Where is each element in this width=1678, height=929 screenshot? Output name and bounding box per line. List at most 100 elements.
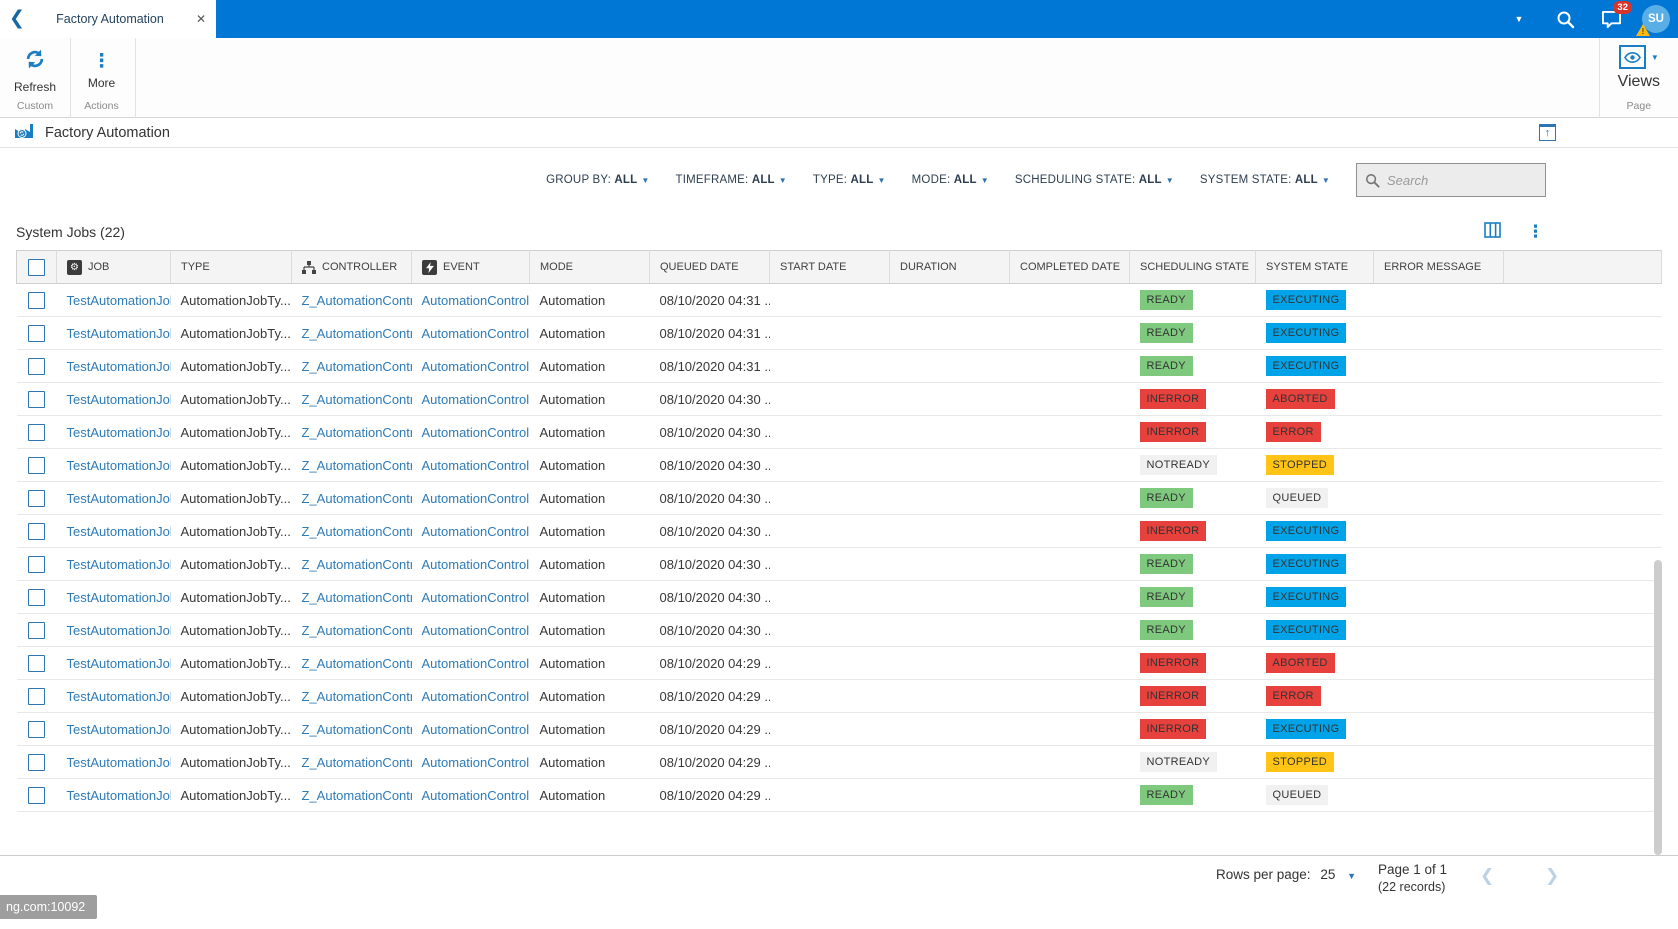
filter-dropdown-group-by[interactable]: GROUP BY: ALL ▼ — [546, 174, 650, 186]
job-link[interactable]: TestAutomationJob_ — [66, 391, 171, 407]
job-link[interactable]: TestAutomationJob_ — [66, 490, 171, 506]
controller-link[interactable]: Z_AutomationContr — [301, 754, 412, 770]
table-row[interactable]: TestAutomationJob_AutomationJobTy... Z_Au… — [16, 712, 1662, 746]
search-box[interactable] — [1356, 163, 1546, 197]
popout-icon[interactable]: ↑ — [1539, 124, 1556, 141]
topbar-chevron-down-icon[interactable]: ▼ — [1514, 14, 1524, 24]
row-checkbox[interactable] — [28, 753, 45, 771]
row-checkbox[interactable] — [28, 555, 45, 573]
row-checkbox[interactable] — [28, 324, 45, 342]
controller-link[interactable]: Z_AutomationContr — [301, 325, 412, 341]
job-link[interactable]: TestAutomationJob_ — [66, 556, 171, 572]
views-button[interactable]: ▼ Views — [1618, 38, 1660, 98]
active-tab[interactable]: ❮ Factory Automation ✕ — [0, 0, 216, 38]
controller-link[interactable]: Z_AutomationContr — [301, 589, 412, 605]
column-header-type[interactable]: TYPE — [170, 250, 292, 284]
column-header-error[interactable]: ERROR MESSAGE — [1373, 250, 1504, 284]
row-checkbox[interactable] — [28, 621, 45, 639]
filter-dropdown-system-state[interactable]: SYSTEM STATE: ALL ▼ — [1199, 174, 1330, 186]
column-header-system[interactable]: SYSTEM STATE — [1255, 250, 1374, 284]
event-link[interactable]: AutomationControll — [421, 325, 530, 341]
column-header-start[interactable]: START DATE — [769, 250, 890, 284]
previous-page-icon[interactable]: ❮ — [1480, 866, 1495, 885]
controller-link[interactable]: Z_AutomationContr — [301, 556, 412, 572]
job-link[interactable]: TestAutomationJob_ — [66, 523, 171, 539]
row-checkbox[interactable] — [28, 489, 45, 507]
back-chevron-icon[interactable]: ❮ — [9, 8, 25, 29]
column-header-queued[interactable]: QUEUED DATE — [649, 250, 770, 284]
table-row[interactable]: TestAutomationJob_AutomationJobTy... Z_Au… — [16, 679, 1662, 713]
column-header-completed[interactable]: COMPLETED DATE — [1009, 250, 1130, 284]
table-row[interactable]: TestAutomationJob_AutomationJobTy... Z_Au… — [16, 316, 1662, 350]
table-row[interactable]: TestAutomationJob_AutomationJobTy... Z_Au… — [16, 283, 1662, 317]
refresh-button[interactable]: Refresh — [0, 38, 70, 98]
column-header-duration[interactable]: DURATION — [889, 250, 1010, 284]
job-link[interactable]: TestAutomationJob_ — [66, 721, 171, 737]
table-row[interactable]: TestAutomationJob_AutomationJobTy... Z_Au… — [16, 646, 1662, 680]
column-header-mode[interactable]: MODE — [529, 250, 650, 284]
controller-link[interactable]: Z_AutomationContr — [301, 655, 412, 671]
filter-dropdown-type[interactable]: TYPE: ALL ▼ — [812, 174, 886, 186]
table-row[interactable]: TestAutomationJob_AutomationJobTy... Z_Au… — [16, 547, 1662, 581]
controller-link[interactable]: Z_AutomationContr — [301, 490, 412, 506]
table-row[interactable]: TestAutomationJob_AutomationJobTy... Z_Au… — [16, 514, 1662, 548]
table-row[interactable]: TestAutomationJob_AutomationJobTy... Z_Au… — [16, 745, 1662, 779]
column-header-scheduling[interactable]: SCHEDULING STATE — [1129, 250, 1256, 284]
row-checkbox[interactable] — [28, 786, 45, 804]
close-tab-icon[interactable]: ✕ — [195, 12, 207, 26]
controller-link[interactable]: Z_AutomationContr — [301, 787, 412, 803]
avatar[interactable]: SU — [1642, 5, 1670, 33]
controller-link[interactable]: Z_AutomationContr — [301, 622, 412, 638]
event-link[interactable]: AutomationControll — [421, 391, 530, 407]
filter-dropdown-scheduling-state[interactable]: SCHEDULING STATE: ALL ▼ — [1014, 174, 1174, 186]
job-link[interactable]: TestAutomationJob_ — [66, 622, 171, 638]
controller-link[interactable]: Z_AutomationContr — [301, 292, 412, 308]
row-checkbox[interactable] — [28, 291, 45, 309]
event-link[interactable]: AutomationControll — [421, 655, 530, 671]
grid-more-icon[interactable]: ⋮ — [1527, 222, 1544, 241]
row-checkbox[interactable] — [28, 423, 45, 441]
next-page-icon[interactable]: ❯ — [1545, 866, 1560, 885]
table-row[interactable]: TestAutomationJob_AutomationJobTy... Z_Au… — [16, 448, 1662, 482]
search-icon[interactable] — [1542, 0, 1588, 38]
column-header-job[interactable]: ⚙ JOB — [56, 250, 171, 284]
event-link[interactable]: AutomationControll — [421, 358, 530, 374]
event-link[interactable]: AutomationControll — [421, 787, 530, 803]
event-link[interactable]: AutomationControll — [421, 754, 530, 770]
table-row[interactable]: TestAutomationJob_AutomationJobTy... Z_Au… — [16, 580, 1662, 614]
column-header-event[interactable]: EVENT — [411, 250, 530, 284]
more-button[interactable]: ⋮ More — [74, 38, 129, 98]
job-link[interactable]: TestAutomationJob_ — [66, 292, 171, 308]
job-link[interactable]: TestAutomationJob_ — [66, 424, 171, 440]
column-header-controller[interactable]: CONTROLLER — [291, 250, 412, 284]
vertical-scrollbar[interactable] — [1654, 560, 1662, 855]
table-row[interactable]: TestAutomationJob_AutomationJobTy... Z_Au… — [16, 382, 1662, 416]
event-link[interactable]: AutomationControll — [421, 457, 530, 473]
table-row[interactable]: TestAutomationJob_AutomationJobTy... Z_Au… — [16, 778, 1662, 812]
table-row[interactable]: TestAutomationJob_AutomationJobTy... Z_Au… — [16, 481, 1662, 515]
event-link[interactable]: AutomationControll — [421, 721, 530, 737]
event-link[interactable]: AutomationControll — [421, 688, 530, 704]
job-link[interactable]: TestAutomationJob_ — [66, 754, 171, 770]
row-checkbox[interactable] — [28, 720, 45, 738]
job-link[interactable]: TestAutomationJob_ — [66, 589, 171, 605]
table-row[interactable]: TestAutomationJob_AutomationJobTy... Z_Au… — [16, 415, 1662, 449]
filter-dropdown-timeframe[interactable]: TIMEFRAME: ALL ▼ — [675, 174, 787, 186]
event-link[interactable]: AutomationControll — [421, 424, 530, 440]
job-link[interactable]: TestAutomationJob_ — [66, 358, 171, 374]
controller-link[interactable]: Z_AutomationContr — [301, 688, 412, 704]
event-link[interactable]: AutomationControll — [421, 292, 530, 308]
event-link[interactable]: AutomationControll — [421, 589, 530, 605]
search-input[interactable] — [1387, 172, 1527, 188]
select-all-checkbox[interactable] — [28, 258, 45, 276]
controller-link[interactable]: Z_AutomationContr — [301, 358, 412, 374]
notifications-icon[interactable]: 32 — [1588, 0, 1634, 38]
row-checkbox[interactable] — [28, 357, 45, 375]
job-link[interactable]: TestAutomationJob_ — [66, 457, 171, 473]
controller-link[interactable]: Z_AutomationContr — [301, 424, 412, 440]
controller-link[interactable]: Z_AutomationContr — [301, 523, 412, 539]
event-link[interactable]: AutomationControll — [421, 556, 530, 572]
controller-link[interactable]: Z_AutomationContr — [301, 721, 412, 737]
job-link[interactable]: TestAutomationJob_ — [66, 325, 171, 341]
event-link[interactable]: AutomationControll — [421, 490, 530, 506]
